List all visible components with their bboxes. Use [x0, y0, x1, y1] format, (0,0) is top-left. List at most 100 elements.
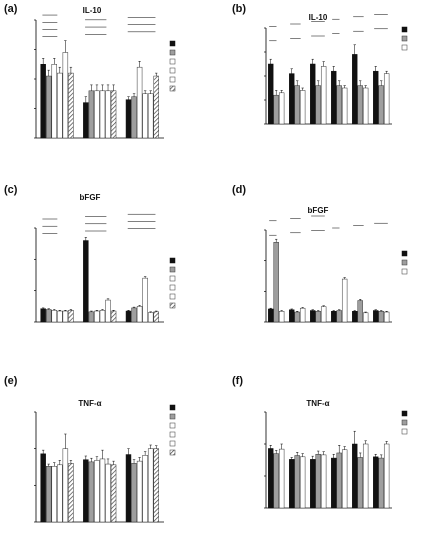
legend-swatch	[401, 35, 408, 42]
bar	[352, 54, 358, 125]
legend-swatch	[169, 49, 176, 56]
bar	[373, 70, 379, 125]
bar	[62, 448, 69, 523]
panel-e-title: TNF-α	[78, 399, 101, 408]
bar	[147, 93, 154, 139]
legend-swatch	[169, 293, 176, 300]
panel-a: (a) IL-10	[4, 3, 176, 139]
bar	[294, 85, 300, 125]
bar	[125, 310, 132, 323]
bar	[153, 311, 159, 323]
legend-swatch	[401, 268, 408, 275]
bar	[383, 443, 390, 509]
bar	[136, 460, 143, 523]
chart-c	[34, 213, 164, 323]
legend-d	[401, 250, 408, 275]
legend-e	[169, 404, 176, 456]
panel-c-label: (c)	[4, 184, 18, 196]
legend-swatch	[401, 419, 408, 426]
bar	[99, 458, 106, 523]
bar	[94, 460, 100, 523]
bar	[136, 66, 143, 139]
legend-swatch	[169, 413, 176, 420]
panel-b: (b) IL-10	[232, 3, 408, 125]
legend-swatch	[169, 40, 176, 47]
panel-e: (e) TNF-α	[4, 375, 176, 523]
bar	[273, 453, 279, 509]
panel-d: (d) bFGF	[232, 184, 408, 323]
bar	[352, 443, 358, 509]
bar	[105, 299, 111, 323]
bar	[320, 66, 327, 125]
legend-swatch	[169, 431, 176, 438]
legend-swatch	[169, 284, 176, 291]
chart-b	[264, 14, 392, 125]
bar	[299, 456, 306, 509]
chart-a	[34, 14, 164, 139]
bar	[299, 307, 306, 323]
bar	[131, 307, 137, 323]
legend-swatch	[169, 302, 176, 309]
bar	[341, 87, 348, 125]
bar	[142, 455, 148, 523]
bar	[105, 463, 111, 523]
legend-swatch	[169, 58, 176, 65]
legend-swatch	[401, 428, 408, 435]
legend-a	[169, 40, 176, 92]
bar	[99, 310, 106, 323]
bar	[88, 311, 95, 323]
chart-f	[264, 411, 392, 509]
panel-e-label: (e)	[4, 375, 18, 387]
bar	[153, 448, 159, 523]
bar	[110, 310, 117, 323]
legend-f	[401, 410, 408, 435]
bar	[131, 96, 137, 139]
bar	[357, 300, 363, 323]
bar	[320, 306, 327, 323]
legend-swatch	[169, 76, 176, 83]
bar	[88, 461, 95, 523]
bar	[299, 90, 306, 125]
bar	[341, 278, 348, 323]
bar	[142, 277, 148, 323]
bar	[68, 310, 74, 323]
bar	[83, 240, 89, 323]
bar	[357, 85, 363, 125]
bar	[383, 311, 390, 323]
panel-c: (c) bFGF	[4, 184, 176, 323]
bar	[362, 312, 369, 323]
bar	[57, 464, 63, 523]
bar	[125, 454, 132, 523]
bar	[362, 443, 369, 509]
bar	[136, 306, 143, 323]
bar	[110, 464, 117, 523]
bar	[51, 310, 57, 323]
panel-b-label: (b)	[232, 3, 246, 15]
legend-swatch	[169, 67, 176, 74]
legend-swatch	[401, 410, 408, 417]
legend-swatch	[169, 266, 176, 273]
bar	[331, 457, 337, 509]
bar	[289, 459, 295, 509]
bar	[142, 93, 148, 139]
bar	[94, 310, 100, 323]
bar	[315, 311, 321, 323]
bar	[294, 311, 300, 323]
bar	[362, 87, 369, 125]
bar	[336, 85, 342, 125]
bar	[378, 85, 384, 125]
bar	[315, 85, 321, 125]
bar	[268, 448, 274, 509]
legend-swatch	[401, 26, 408, 33]
legend-swatch	[169, 275, 176, 282]
legend-b	[401, 26, 408, 51]
bar	[57, 310, 63, 323]
legend-swatch	[169, 257, 176, 264]
legend-swatch	[169, 422, 176, 429]
bar	[110, 90, 117, 139]
panel-b-title: IL-10	[309, 13, 328, 22]
bar	[105, 90, 111, 139]
bar	[336, 310, 342, 323]
bar	[289, 309, 295, 323]
bar	[273, 94, 279, 125]
